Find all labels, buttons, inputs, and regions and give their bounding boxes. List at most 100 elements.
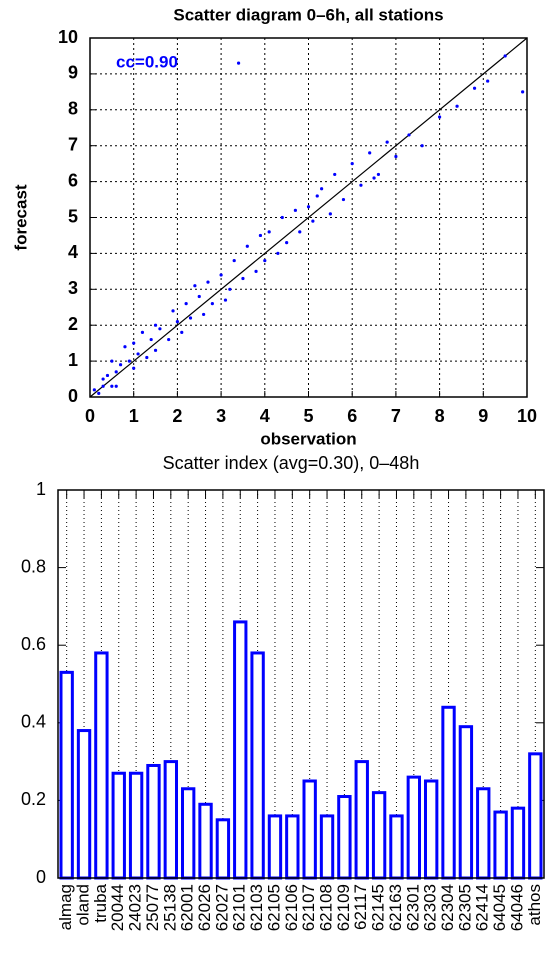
x-tick-label: 62101 <box>230 884 249 931</box>
scatter-point <box>341 197 346 202</box>
scatter-point <box>118 363 123 367</box>
x-tick-label: 10 <box>517 406 537 426</box>
bar <box>128 771 144 880</box>
scatter-point <box>228 287 232 291</box>
x-tick-label: 62414 <box>473 884 492 931</box>
scatter-point <box>153 323 158 327</box>
y-tick-label: 0.6 <box>21 634 46 654</box>
x-tick-label: 62108 <box>317 884 336 931</box>
scatter-point <box>438 115 442 119</box>
bar <box>267 814 283 880</box>
x-tick-label: almag <box>56 884 75 930</box>
x-tick-label: 62145 <box>369 884 388 931</box>
bar <box>406 775 421 880</box>
y-tick-label: 1 <box>68 350 78 370</box>
scatter-point <box>328 212 332 216</box>
scatter-point <box>206 280 210 284</box>
scatter-point <box>320 187 324 191</box>
scatter-point <box>350 162 354 166</box>
scatter-point <box>407 133 411 137</box>
scatter-point <box>101 384 105 388</box>
scatter-point <box>285 241 289 245</box>
bar <box>424 779 439 880</box>
x-tick-label: 62303 <box>421 884 440 931</box>
y-tick-label: 6 <box>68 170 78 190</box>
scatter-point <box>455 104 459 108</box>
x-tick-label: 62107 <box>299 884 318 931</box>
y-tick-label: 0.4 <box>21 712 46 732</box>
x-tick-label: 6 <box>347 406 357 426</box>
scatter-point <box>110 359 114 363</box>
plot-frame <box>89 37 528 398</box>
bar <box>337 795 352 880</box>
scatter-point <box>276 251 280 255</box>
scatter-point <box>267 230 271 234</box>
scatter-point <box>394 154 398 159</box>
scatter-point <box>140 330 145 334</box>
scatter-point <box>114 384 118 388</box>
x-tick-label: 62026 <box>195 884 214 931</box>
x-tick-label: oland <box>74 884 93 926</box>
scatter-point <box>333 172 337 177</box>
scatter-point <box>92 388 96 392</box>
scatter-point <box>105 373 110 378</box>
y-tick-label: 0 <box>68 386 78 406</box>
y-tick-label: 3 <box>68 278 78 298</box>
y-tick-label: 2 <box>68 314 78 334</box>
scatter-point <box>114 370 118 374</box>
bar <box>302 779 317 880</box>
scatter-point <box>149 337 153 342</box>
bar <box>354 760 369 880</box>
bar <box>146 763 161 880</box>
scatter-point <box>472 86 477 90</box>
scatter-point <box>145 355 149 360</box>
x-tick-label: 62163 <box>386 884 405 931</box>
x-tick-label: 62106 <box>282 884 301 931</box>
x-tick-label: 62305 <box>455 884 474 931</box>
x-tick-label: 0 <box>85 406 95 426</box>
x-tick-label: 5 <box>303 406 313 426</box>
x-tick-label: 7 <box>391 406 401 426</box>
scatter-point <box>385 140 389 144</box>
x-tick-label: 8 <box>435 406 445 426</box>
scatter-point <box>136 352 140 356</box>
scatter-point <box>223 298 228 302</box>
x-tick-label: 62001 <box>178 884 197 931</box>
bar <box>528 752 543 880</box>
scatter-point <box>202 312 206 317</box>
scatter-point <box>236 61 241 65</box>
chart-title: Scatter index (avg=0.30), 0–48h <box>163 453 420 473</box>
x-tick-label: 4 <box>260 406 270 426</box>
y-tick-label: 0 <box>36 867 46 887</box>
chart-title: Scatter diagram 0–6h, all stations <box>173 5 443 24</box>
x-tick-label: 9 <box>478 406 488 426</box>
bar <box>59 670 74 880</box>
y-tick-label: 9 <box>68 63 78 83</box>
scatter-point <box>486 79 490 83</box>
scatter-point <box>376 172 381 177</box>
plot-frame <box>57 489 545 879</box>
scatter-point <box>132 366 136 370</box>
scatter-point <box>167 337 171 342</box>
scatter-point <box>219 273 223 277</box>
bar <box>250 651 265 880</box>
scatter-point <box>311 219 315 223</box>
bar <box>319 814 335 880</box>
x-tick-label: 62109 <box>334 884 353 931</box>
y-tick-label: 5 <box>68 206 78 226</box>
scatter-point <box>503 54 507 58</box>
x-tick-label: 62105 <box>264 884 283 931</box>
bar <box>441 705 456 880</box>
scatter-point <box>158 327 162 331</box>
annotation: cc=0.90 <box>116 52 178 71</box>
scatter-point <box>101 377 105 381</box>
scatter-point <box>372 176 376 180</box>
bar <box>111 771 126 880</box>
bar <box>389 814 404 880</box>
x-tick-label: 64046 <box>507 884 526 931</box>
scatter-point <box>368 151 372 155</box>
x-tick-label: 25138 <box>160 884 179 931</box>
scatter-point <box>293 208 297 212</box>
x-tick-label: 62304 <box>438 884 457 931</box>
x-tick-label: 62301 <box>403 884 422 931</box>
